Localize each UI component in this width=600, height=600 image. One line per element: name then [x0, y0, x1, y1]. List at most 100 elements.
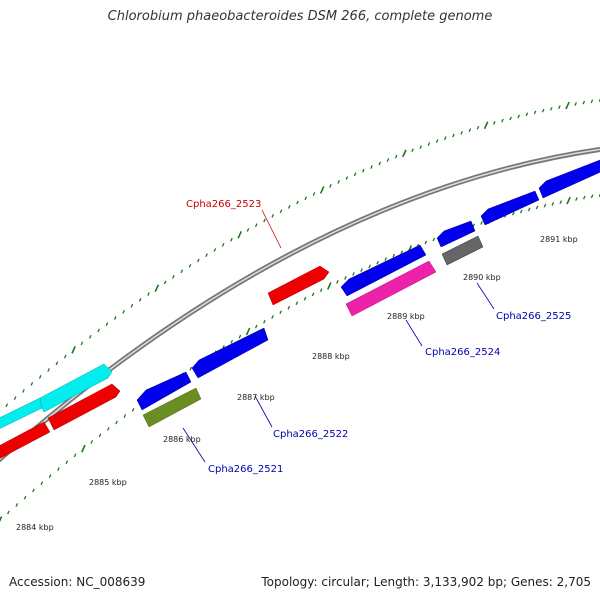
- inner-tick: [559, 200, 563, 205]
- outer-tick: [63, 354, 67, 359]
- outer-tick: [337, 180, 340, 184]
- gene-blue-2525a[interactable]: [436, 220, 476, 248]
- inner-tick: [7, 510, 10, 515]
- gene-cpha266-2523[interactable]: [267, 265, 330, 306]
- inner-tick: [32, 488, 35, 493]
- outer-tick: [411, 148, 414, 153]
- inner-tick: [0, 516, 3, 522]
- outer-tick: [443, 136, 447, 141]
- outer-tick: [329, 184, 332, 188]
- inner-tick: [15, 503, 19, 507]
- outer-tick: [582, 100, 586, 105]
- inner-tick: [590, 194, 594, 199]
- outer-tick: [230, 237, 233, 242]
- outer-tick: [492, 121, 496, 125]
- gene-blue-2524a[interactable]: [340, 244, 427, 297]
- gene-cyan-b[interactable]: [39, 363, 113, 413]
- scale-label-2887: 2887 kbp: [237, 393, 275, 402]
- inner-tick: [57, 467, 60, 471]
- inner-tick: [90, 440, 94, 444]
- inner-tick: [81, 444, 86, 453]
- outer-tick: [296, 200, 299, 205]
- outer-tick: [71, 346, 76, 354]
- inner-tick: [384, 257, 388, 261]
- scale-label-2888: 2888 kbp: [312, 352, 350, 361]
- inner-tick: [238, 334, 242, 339]
- inner-tick: [543, 203, 547, 208]
- outer-tick: [172, 274, 175, 279]
- gene-cpha266-2521[interactable]: [142, 387, 202, 428]
- inner-tick: [271, 315, 274, 319]
- scale-label-2884: 2884 kbp: [16, 523, 54, 532]
- outer-tick: [476, 125, 480, 130]
- outer-tick: [517, 114, 521, 119]
- outer-tick: [386, 158, 390, 162]
- gene-red-mid[interactable]: [47, 383, 121, 431]
- gene-blue-right-a[interactable]: [480, 190, 540, 226]
- scale-label-2886: 2886 kbp: [163, 435, 201, 444]
- inner-tick: [344, 275, 347, 280]
- outer-tick: [80, 341, 84, 346]
- inner-tick: [575, 197, 578, 201]
- inner-tick: [566, 196, 571, 205]
- outer-tick: [460, 130, 463, 135]
- inner-tick: [40, 481, 44, 486]
- inner-tick: [326, 282, 332, 290]
- outer-tick: [525, 112, 529, 117]
- outer-tick: [435, 139, 439, 143]
- outer-tick: [483, 121, 489, 130]
- outer-tick: [312, 192, 316, 196]
- outer-tick: [180, 269, 184, 274]
- outer-tick: [205, 253, 208, 258]
- inner-tick: [512, 211, 515, 216]
- gene-leader-lines: [182, 209, 495, 463]
- gene-red-left[interactable]: [0, 421, 51, 460]
- inner-tick: [311, 292, 315, 297]
- inner-tick: [279, 310, 282, 315]
- inner-tick: [123, 414, 127, 419]
- gene-blue-2521a[interactable]: [136, 371, 192, 411]
- gene-blue-right-b[interactable]: [538, 159, 600, 199]
- outer-tick: [246, 228, 250, 232]
- inner-tick: [392, 253, 396, 258]
- outer-tick: [188, 263, 192, 268]
- outer-tick-row: [5, 98, 600, 408]
- scale-label-2889: 2889 kbp: [387, 312, 425, 321]
- outer-tick: [279, 209, 283, 214]
- inner-tick: [368, 264, 371, 269]
- inner-tick: [303, 296, 307, 301]
- outer-tick: [541, 108, 545, 113]
- inner-tick: [73, 453, 77, 458]
- outer-tick: [590, 99, 594, 104]
- outer-tick: [319, 186, 325, 194]
- outer-tick: [105, 322, 109, 327]
- outer-tick: [427, 142, 431, 146]
- inner-tick: [319, 288, 323, 293]
- scale-label-2890: 2890 kbp: [463, 273, 501, 282]
- gene-cpha266-2524[interactable]: [345, 260, 437, 317]
- outer-tick: [113, 316, 117, 320]
- inner-tick: [254, 324, 258, 329]
- label-cpha266-2523: Cpha266_2523: [186, 199, 261, 210]
- outer-tick: [468, 128, 472, 133]
- outer-tick: [345, 176, 349, 180]
- outer-tick: [30, 382, 34, 386]
- scale-label-2885: 2885 kbp: [89, 478, 127, 487]
- inner-tick: [360, 268, 363, 272]
- inner-tick: [23, 495, 27, 500]
- accession-label: Accession: NC_008639: [9, 575, 146, 589]
- outer-tick: [287, 204, 291, 209]
- inner-tick: [582, 195, 586, 200]
- inner-tick: [376, 260, 379, 265]
- label-cpha266-2521: Cpha266_2521: [208, 464, 283, 475]
- genome-backbone: [0, 146, 600, 463]
- inner-tick-row: [0, 193, 600, 522]
- outer-tick: [163, 280, 167, 285]
- outer-tick: [402, 149, 407, 158]
- gene-cpha266-2522[interactable]: [191, 327, 269, 379]
- gene-cpha266-2525[interactable]: [441, 235, 484, 266]
- outer-tick: [147, 292, 150, 296]
- inner-tick: [65, 460, 69, 465]
